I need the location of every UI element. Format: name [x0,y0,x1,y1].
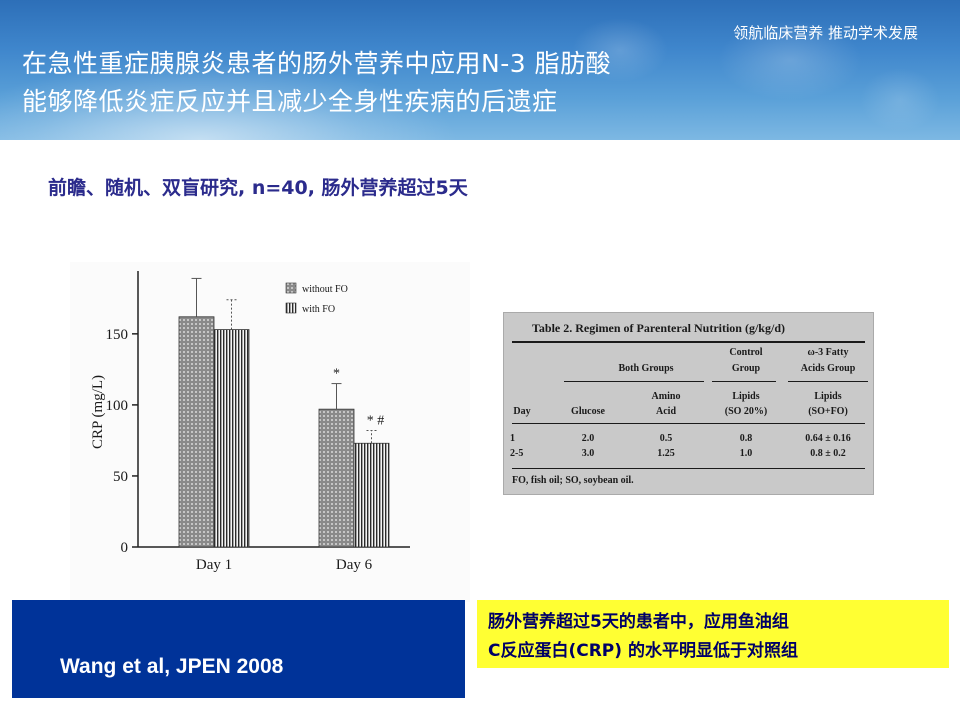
legend-swatch [285,282,297,294]
table-cell: 1 [510,433,515,444]
table-rule [512,341,865,343]
table-rule [712,381,776,382]
y-axis-label: CRP (mg/L) [90,375,106,449]
y-tick-label: 100 [106,398,129,414]
y-tick-label: 0 [121,540,129,556]
crp-bar-chart: 0 50 100 150 CRP (mg/L) Day 1 * * # Day 6 without… [70,262,470,602]
table-column-header: Glucose [571,406,605,417]
table-cell: 0.5 [659,433,673,444]
bar-dots [318,408,355,548]
table-rule [788,381,868,382]
x-tick-label: Day 1 [196,557,232,573]
table-column-header: Lipids [732,391,760,402]
table-cell: 1.25 [657,448,675,459]
citation-box: Wang et al, JPEN 2008 [12,600,465,698]
significance-marker: * # [367,413,385,428]
table-footnote: FO, fish oil; SO, soybean oil. [512,475,634,486]
table-column-header: Day [513,406,531,417]
table-column-header: Acid [656,406,676,417]
crp-chart-svg: 0 50 100 150 CRP (mg/L) Day 1 * * # Day 6 without… [90,271,410,573]
x-tick-label: Day 6 [336,557,373,573]
y-tick-label: 50 [113,469,128,485]
table-column-header: Amino [651,391,681,402]
conclusion-line-1: 肠外营养超过5天的患者中，应用鱼油组 [488,612,789,632]
conclusion-line-2: C反应蛋白(CRP) 的水平明显低于对照组 [488,641,798,661]
table-column-header: (SO 20%) [724,406,768,417]
legend-swatch [285,302,297,314]
table-title: Table 2. Regimen of Parenteral Nutrition… [532,321,785,335]
header-banner: 领航临床营养 推动学术发展 在急性重症胰腺炎患者的肠外营养中应用N-3 脂肪酸 … [0,0,960,140]
parenteral-nutrition-table: Table 2. Regimen of Parenteral Nutrition… [503,312,874,495]
bar-stripes [353,442,390,548]
legend-label: without FO [302,284,348,295]
y-tick-label: 150 [106,327,129,343]
header-slogan: 领航临床营养 推动学术发展 [733,24,918,42]
table-cell: 3.0 [581,448,595,459]
bar-dots [178,316,215,548]
conclusion-highlight-box: 肠外营养超过5天的患者中，应用鱼油组 C反应蛋白(CRP) 的水平明显低于对照组 [477,600,949,668]
table-rule [512,468,865,469]
bar-stripes [213,329,250,548]
table-group-header: Control [729,347,763,358]
table-cell: 1.0 [739,448,753,459]
table-cell: 0.8 ± 0.2 [810,448,846,459]
slide-title-line-1: 在急性重症胰腺炎患者的肠外营养中应用N-3 脂肪酸 [22,49,612,78]
table-group-header: Group [731,363,761,374]
table-rule [564,381,704,382]
table-cell: 0.64 ± 0.16 [805,433,851,444]
table-cell: 0.8 [739,433,753,444]
table-group-header: ω-3 Fatty [807,347,849,358]
slide-title-line-2: 能够降低炎症反应并且减少全身性疾病的后遗症 [22,87,558,116]
significance-marker: * [333,367,340,382]
table-rule [512,423,865,424]
table-group-header: Acids Group [800,363,856,374]
world-map-background [560,0,960,140]
table-group-header: Both Groups [618,363,674,374]
table-cell: 2.0 [581,433,595,444]
table-column-header: Lipids [814,391,842,402]
citation-text: Wang et al, JPEN 2008 [60,655,284,678]
legend-label: with FO [302,304,335,315]
table-cell: 2-5 [510,448,524,459]
table-column-header: (SO+FO) [808,406,848,417]
study-subtitle: 前瞻、随机、双盲研究, n=40, 肠外营养超过5天 [48,177,468,199]
